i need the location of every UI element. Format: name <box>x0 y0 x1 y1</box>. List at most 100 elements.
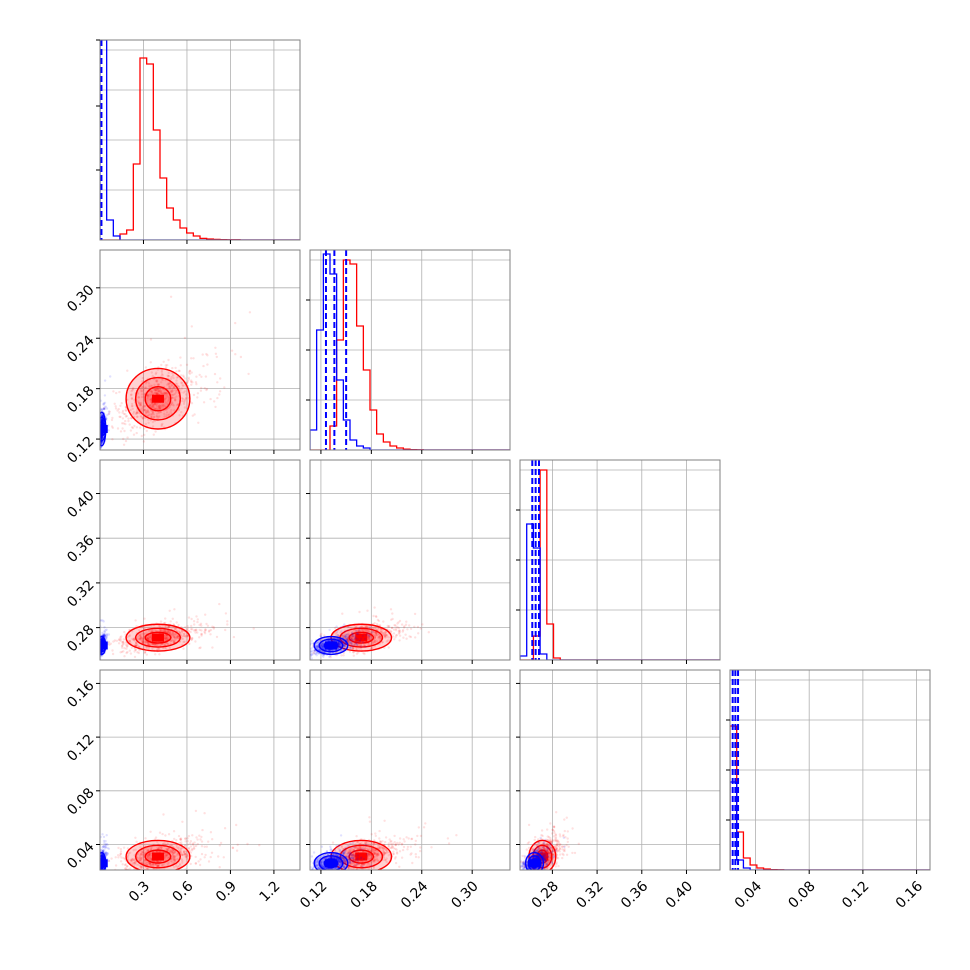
scatter-point <box>158 647 161 651</box>
scatter-point <box>140 390 143 393</box>
scatter-point <box>349 635 352 638</box>
scatter-point <box>378 636 381 639</box>
scatter-point <box>140 870 142 872</box>
scatter-point <box>100 441 103 444</box>
scatter-point <box>373 641 376 644</box>
scatter-point <box>186 633 189 637</box>
scatter-point <box>39 411 41 413</box>
scatter-point <box>193 847 196 850</box>
scatter-point <box>190 636 194 640</box>
scatter-point <box>103 634 107 638</box>
scatter-point <box>206 354 209 357</box>
scatter-point <box>199 622 203 625</box>
scatter-point <box>96 650 98 652</box>
scatter-point <box>310 642 313 645</box>
scatter-point <box>147 421 150 424</box>
scatter-point <box>183 853 186 857</box>
scatter-point <box>108 877 110 879</box>
scatter-point <box>153 419 156 423</box>
scatter-point <box>172 386 175 389</box>
scatter-point <box>155 371 158 374</box>
scatter-point <box>163 629 167 632</box>
scatter-point <box>374 627 378 631</box>
scatter-point <box>190 383 193 386</box>
scatter-point <box>101 436 104 439</box>
scatter-point <box>111 438 114 441</box>
scatter-point <box>344 642 347 645</box>
scatter-point <box>177 408 180 412</box>
scatter-point <box>162 842 165 846</box>
scatter-point <box>184 853 187 856</box>
scatter-point <box>352 647 355 651</box>
scatter-point <box>200 835 203 839</box>
panel-1-1 <box>306 249 511 454</box>
scatter-point <box>132 638 135 641</box>
scatter-point <box>117 846 120 850</box>
scatter-point <box>158 846 161 849</box>
scatter-point <box>394 634 398 637</box>
scatter-point <box>346 637 349 640</box>
scatter-point <box>196 631 199 634</box>
scatter-point <box>212 626 215 629</box>
scatter-point <box>364 637 367 641</box>
ytick-label-0: 0.12 <box>64 433 97 466</box>
scatter-point <box>114 405 117 408</box>
scatter-point <box>142 637 145 640</box>
scatter-point <box>362 643 366 647</box>
scatter-point <box>183 640 186 643</box>
scatter-point <box>103 626 106 629</box>
scatter-point <box>218 866 221 869</box>
scatter-point <box>160 424 163 428</box>
scatter-point <box>305 647 307 649</box>
scatter-point <box>165 847 168 851</box>
scatter-point <box>158 643 162 646</box>
scatter-point <box>105 635 108 639</box>
scatter-point <box>187 834 191 838</box>
scatter-point <box>119 430 123 433</box>
scatter-point <box>169 411 172 414</box>
scatter-point <box>100 436 103 439</box>
scatter-point <box>343 637 346 640</box>
scatter-point <box>142 388 145 391</box>
scatter-point <box>143 632 146 635</box>
scatter-point <box>177 635 180 638</box>
ytick-label-3: 0.40 <box>64 488 97 521</box>
scatter-point <box>338 644 341 648</box>
scatter-point <box>192 620 196 623</box>
scatter-point <box>171 374 175 377</box>
scatter-point <box>101 414 104 417</box>
scatter-point <box>205 622 208 626</box>
scatter-point <box>353 635 356 638</box>
scatter-point <box>360 625 363 628</box>
scatter-point <box>143 405 147 408</box>
scatter-point <box>317 641 320 644</box>
scatter-point <box>164 647 168 650</box>
scatter-point <box>321 645 325 649</box>
scatter-point <box>109 375 112 378</box>
ytick-label-0: 0.28 <box>64 622 97 655</box>
density-peak-0 <box>355 633 368 642</box>
scatter-point <box>355 643 359 647</box>
scatter-point <box>158 405 161 408</box>
scatter-point <box>145 631 148 634</box>
scatter-point <box>372 641 375 644</box>
scatter-point <box>166 642 169 645</box>
scatter-point <box>146 636 150 640</box>
scatter-point <box>149 638 153 642</box>
scatter-point <box>130 857 133 861</box>
scatter-point <box>361 629 364 632</box>
scatter-point <box>173 632 176 636</box>
scatter-point <box>153 643 156 646</box>
scatter-point <box>155 392 159 395</box>
scatter-point <box>173 409 176 412</box>
scatter-point <box>133 639 137 642</box>
scatter-point <box>156 405 159 408</box>
scatter-point <box>211 838 214 841</box>
scatter-point <box>154 388 158 392</box>
scatter-point <box>185 396 188 400</box>
scatter-point <box>179 356 182 359</box>
scatter-point <box>343 637 347 640</box>
scatter-point <box>338 643 341 646</box>
scatter-point <box>138 864 142 868</box>
scatter-point <box>195 375 198 378</box>
